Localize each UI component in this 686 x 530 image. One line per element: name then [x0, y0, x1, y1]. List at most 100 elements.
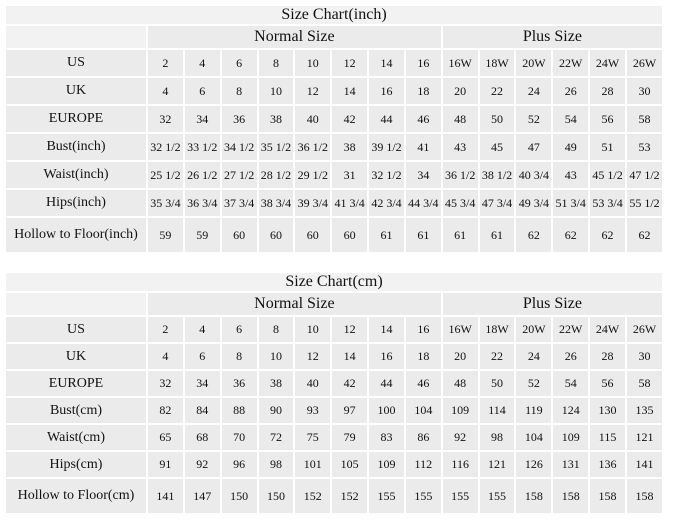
- size-value: 40: [293, 369, 333, 398]
- size-value: 104: [403, 396, 443, 425]
- size-row: UK 4 6 8 10 12 14 16 18 20 22 24 26 28 30: [4, 76, 665, 106]
- size-value: 101: [293, 450, 333, 479]
- size-value: 43: [440, 132, 480, 162]
- size-value: 22: [477, 342, 517, 371]
- size-value: 34 1/2: [219, 132, 259, 162]
- size-value: 38: [256, 104, 296, 134]
- size-value: 150: [219, 477, 259, 515]
- size-value: 20: [440, 76, 480, 106]
- size-row: Hollow to Floor(cm) 141 147 150 150 152 152 155…: [4, 477, 665, 515]
- size-value: 158: [514, 477, 554, 515]
- size-value: 61: [440, 216, 480, 254]
- size-value: 61: [367, 216, 406, 254]
- size-value: 48: [440, 104, 480, 134]
- size-value: 14: [367, 315, 406, 344]
- size-value: 47 1/2: [624, 160, 665, 190]
- size-value: 22W: [551, 48, 591, 78]
- size-value: 150: [256, 477, 296, 515]
- size-value: 115: [588, 423, 627, 452]
- size-value: 2: [146, 315, 185, 344]
- size-row: US 2 4 6 8 10 12 14 16 16W 18W 20W 22W 24W 26W: [4, 48, 665, 78]
- size-value: 14: [330, 76, 370, 106]
- size-value: 92: [182, 450, 222, 479]
- size-value: 32: [146, 369, 185, 398]
- size-value: 4: [146, 342, 185, 371]
- size-value: 36 1/2: [440, 160, 480, 190]
- size-value: 44: [367, 104, 406, 134]
- row-label: UK: [4, 342, 148, 371]
- size-value: 16W: [440, 315, 480, 344]
- size-value: 4: [146, 76, 185, 106]
- size-value: 27 1/2: [219, 160, 259, 190]
- size-value: 29 1/2: [293, 160, 333, 190]
- size-value: 135: [624, 396, 665, 425]
- size-value: 158: [588, 477, 627, 515]
- size-value: 82: [146, 396, 185, 425]
- size-value: 8: [256, 48, 296, 78]
- size-value: 93: [293, 396, 333, 425]
- size-value: 6: [219, 315, 259, 344]
- size-value: 32: [146, 104, 185, 134]
- size-value: 14: [367, 48, 406, 78]
- size-value: 158: [551, 477, 591, 515]
- size-value: 45 1/2: [588, 160, 627, 190]
- size-value: 26W: [624, 315, 665, 344]
- size-value: 12: [293, 76, 333, 106]
- size-value: 44 3/4: [403, 188, 443, 218]
- size-value: 10: [256, 342, 296, 371]
- size-value: 62: [551, 216, 591, 254]
- group-header: Normal Size: [146, 291, 443, 317]
- size-value: 121: [477, 450, 517, 479]
- size-value: 53: [624, 132, 665, 162]
- size-value: 22W: [551, 315, 591, 344]
- size-value: 40: [293, 104, 333, 134]
- size-value: 59: [146, 216, 185, 254]
- size-value: 105: [330, 450, 370, 479]
- size-value: 49: [551, 132, 591, 162]
- size-value: 86: [403, 423, 443, 452]
- size-value: 28: [588, 76, 627, 106]
- size-row: Hips(cm) 91 92 96 98 101 105 109 112 116 121 126 131…: [4, 450, 665, 479]
- size-chart: Size Chart(inch) Normal Size Plus Size US 2 4…: [4, 4, 665, 254]
- size-value: 10: [293, 315, 333, 344]
- size-value: 34: [182, 369, 222, 398]
- size-value: 30: [624, 342, 665, 371]
- size-value: 39 3/4: [293, 188, 333, 218]
- size-row: Waist(cm) 65 68 70 72 75 79 83 86 92 98 104 109 115 12…: [4, 423, 665, 452]
- size-value: 24: [514, 76, 554, 106]
- size-value: 141: [624, 450, 665, 479]
- size-value: 38: [330, 132, 370, 162]
- size-value: 36: [219, 369, 259, 398]
- size-value: 36 3/4: [182, 188, 222, 218]
- size-row: UK 4 6 8 10 12 14 16 18 20 22 24 26 28 30: [4, 342, 665, 371]
- size-value: 55 1/2: [624, 188, 665, 218]
- size-value: 59: [182, 216, 222, 254]
- size-value: 54: [551, 104, 591, 134]
- size-value: 37 3/4: [219, 188, 259, 218]
- size-value: 4: [182, 48, 222, 78]
- size-value: 90: [256, 396, 296, 425]
- size-value: 60: [330, 216, 370, 254]
- size-value: 41 3/4: [330, 188, 370, 218]
- size-value: 56: [588, 369, 627, 398]
- size-value: 18: [403, 342, 443, 371]
- size-row: Bust(inch) 32 1/2 33 1/2 34 1/2 35 1/2 36 1/2…: [4, 132, 665, 162]
- size-value: 36 1/2: [293, 132, 333, 162]
- size-value: 6: [182, 342, 222, 371]
- size-value: 58: [624, 104, 665, 134]
- size-value: 10: [293, 48, 333, 78]
- size-value: 35 1/2: [256, 132, 296, 162]
- row-label: US: [4, 315, 148, 344]
- title-row: Size Chart(cm): [4, 271, 664, 293]
- size-value: 34: [182, 104, 222, 134]
- size-value: 8: [256, 315, 296, 344]
- size-value: 33 1/2: [182, 132, 222, 162]
- size-value: 97: [330, 396, 370, 425]
- size-value: 65: [146, 423, 185, 452]
- group-header: Plus Size: [440, 24, 665, 50]
- size-value: 43: [551, 160, 591, 190]
- size-value: 39 1/2: [367, 132, 406, 162]
- size-row: Hollow to Floor(inch) 59 59 60 60 60 60 61 61 61 6…: [4, 216, 665, 254]
- size-value: 8: [219, 342, 259, 371]
